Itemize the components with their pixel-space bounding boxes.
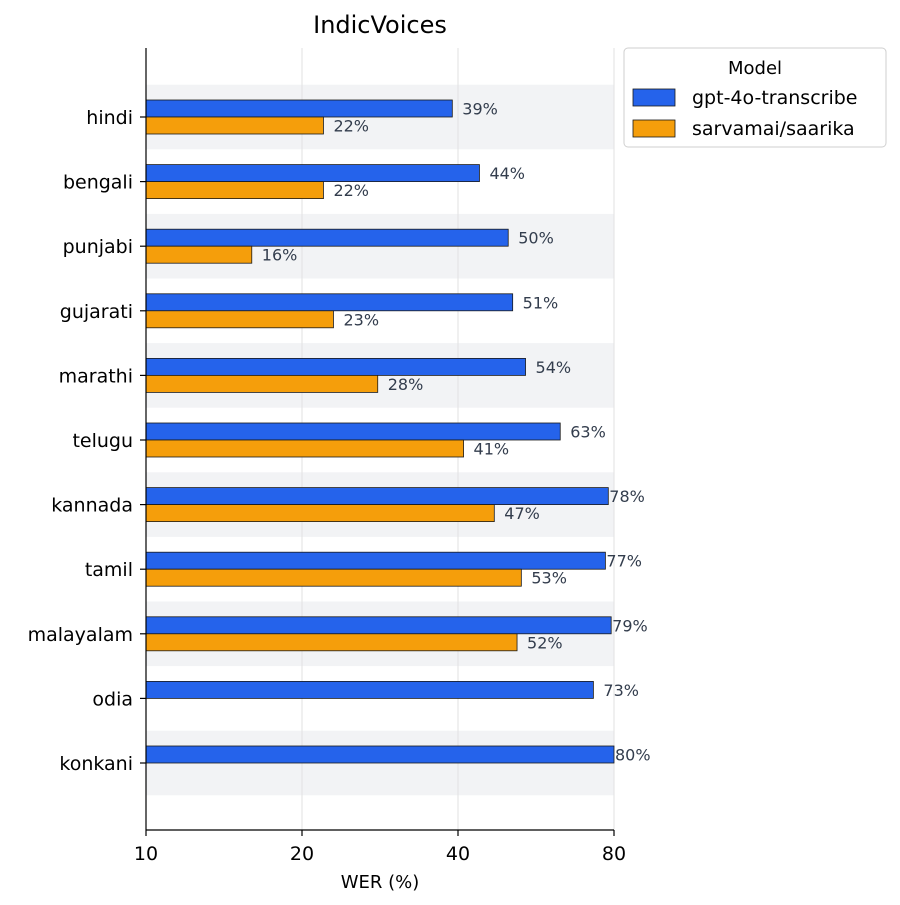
bar-gpt-4o-transcribe-tamil bbox=[145, 551, 606, 570]
bar-gpt-4o-transcribe-bengali bbox=[145, 164, 480, 183]
x-ticks: 10 20 40 80 bbox=[134, 830, 626, 865]
x-tick-label-40: 40 bbox=[446, 843, 470, 865]
legend-label-gpt-4o-transcribe: gpt-4o-transcribe bbox=[692, 87, 857, 109]
data-label-gpt-4o-transcribe-odia: 73% bbox=[603, 681, 639, 700]
bar-saarika-marathi bbox=[145, 374, 379, 393]
bar-gpt-4o-transcribe-marathi bbox=[145, 357, 526, 376]
bar-saarika-kannada bbox=[145, 504, 495, 523]
data-label-saarika-marathi: 28% bbox=[388, 375, 424, 394]
x-tick-label-20: 20 bbox=[290, 843, 314, 865]
bar-saarika-gujarati bbox=[145, 310, 334, 329]
x-tick-label-80: 80 bbox=[602, 843, 626, 865]
y-tick-label-kannada: kannada bbox=[51, 495, 133, 517]
chart-title: IndicVoices bbox=[313, 11, 447, 39]
y-tick-label-punjabi: punjabi bbox=[63, 236, 133, 258]
y-tick-label-telugu: telugu bbox=[72, 430, 133, 452]
bar-gpt-4o-transcribe-kannada bbox=[145, 487, 609, 506]
bar-gpt-4o-transcribe-hindi bbox=[145, 99, 453, 118]
data-label-saarika-kannada: 47% bbox=[504, 504, 540, 523]
bar-gpt-4o-transcribe-punjabi bbox=[145, 228, 509, 247]
bar-saarika-tamil bbox=[145, 568, 522, 587]
legend: Model gpt-4o-transcribe sarvamai/saarika bbox=[623, 47, 887, 148]
data-label-saarika-punjabi: 16% bbox=[262, 246, 298, 265]
bar-gpt-4o-transcribe-malayalam bbox=[145, 616, 612, 635]
data-label-saarika-tamil: 53% bbox=[531, 569, 567, 588]
data-label-gpt-4o-transcribe-kannada: 78% bbox=[609, 487, 645, 506]
bar-saarika-punjabi bbox=[145, 245, 253, 264]
bar-saarika-malayalam bbox=[145, 633, 518, 652]
data-label-gpt-4o-transcribe-bengali: 44% bbox=[489, 164, 525, 183]
y-tick-label-hindi: hindi bbox=[86, 107, 133, 129]
y-tick-label-odia: odia bbox=[92, 688, 133, 710]
y-ticks: hindi bengali punjabi gujarati marathi telugu… bbox=[28, 107, 146, 775]
bars bbox=[145, 99, 615, 764]
data-label-saarika-malayalam: 52% bbox=[527, 633, 563, 652]
data-label-gpt-4o-transcribe-konkani: 80% bbox=[615, 746, 651, 765]
y-tick-label-konkani: konkani bbox=[59, 753, 133, 775]
data-label-saarika-bengali: 22% bbox=[333, 181, 369, 200]
axes bbox=[145, 48, 614, 831]
y-tick-label-tamil: tamil bbox=[85, 559, 133, 581]
y-tick-label-malayalam: malayalam bbox=[28, 624, 133, 646]
data-label-gpt-4o-transcribe-gujarati: 51% bbox=[523, 293, 559, 312]
data-label-gpt-4o-transcribe-malayalam: 79% bbox=[612, 616, 648, 635]
x-tick-label-10: 10 bbox=[134, 843, 158, 865]
data-label-saarika-hindi: 22% bbox=[333, 117, 369, 136]
data-label-gpt-4o-transcribe-hindi: 39% bbox=[462, 100, 498, 119]
data-label-gpt-4o-transcribe-telugu: 63% bbox=[570, 423, 606, 442]
bar-saarika-telugu bbox=[145, 439, 464, 458]
y-tick-label-bengali: bengali bbox=[63, 172, 133, 194]
y-tick-label-marathi: marathi bbox=[59, 365, 133, 387]
y-tick-label-gujarati: gujarati bbox=[60, 301, 133, 323]
bar-gpt-4o-transcribe-konkani bbox=[145, 745, 615, 764]
legend-swatch-saarika bbox=[632, 119, 676, 138]
data-label-gpt-4o-transcribe-punjabi: 50% bbox=[518, 229, 554, 248]
data-label-saarika-telugu: 41% bbox=[474, 440, 510, 459]
legend-swatch-gpt-4o-transcribe bbox=[632, 88, 676, 107]
bar-gpt-4o-transcribe-gujarati bbox=[145, 293, 514, 312]
legend-label-saarika: sarvamai/saarika bbox=[692, 118, 855, 140]
bar-gpt-4o-transcribe-odia bbox=[145, 681, 594, 699]
data-label-saarika-gujarati: 23% bbox=[343, 310, 379, 329]
legend-title: Model bbox=[728, 58, 782, 79]
data-label-gpt-4o-transcribe-tamil: 77% bbox=[606, 552, 642, 571]
bar-saarika-bengali bbox=[145, 181, 324, 200]
bar-gpt-4o-transcribe-telugu bbox=[145, 422, 561, 441]
data-labels: 39% 44% 50% 51% 54% 63% 78% 77% 79% 73% 80% 22% 22% 1… bbox=[262, 100, 651, 765]
legend-frame bbox=[623, 47, 887, 148]
bar-saarika-hindi bbox=[145, 116, 324, 135]
data-label-gpt-4o-transcribe-marathi: 54% bbox=[536, 358, 572, 377]
x-axis-label: WER (%) bbox=[341, 872, 420, 893]
